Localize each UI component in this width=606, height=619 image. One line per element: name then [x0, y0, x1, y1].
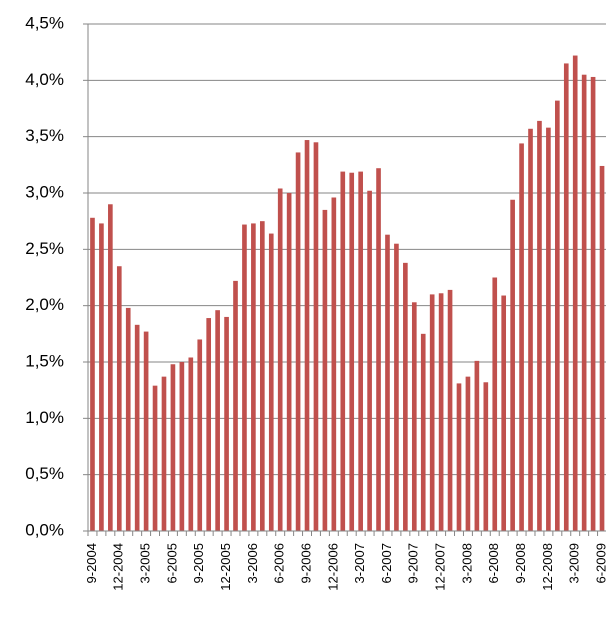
bar [161, 376, 167, 531]
x-tick-label: 6-2005 [164, 543, 179, 583]
x-tick-label: 6-2007 [379, 543, 394, 583]
bar [224, 316, 229, 531]
x-tick-label: 6-2008 [486, 543, 501, 583]
y-tick-label: 0,5% [25, 464, 64, 483]
bar [572, 55, 578, 532]
y-tick-label: 2,5% [25, 239, 64, 258]
x-tick-label: 3-2008 [459, 543, 474, 583]
bar [215, 310, 220, 531]
y-tick-label: 4,5% [25, 13, 64, 32]
bar [528, 128, 533, 531]
x-tick-label: 6-2009 [593, 543, 606, 583]
x-tick-label: 9-2004 [84, 543, 99, 583]
bar [555, 100, 560, 531]
y-tick-label: 1,5% [25, 351, 64, 370]
bar [492, 277, 498, 531]
bar [251, 223, 256, 532]
y-tick-label: 0,0% [25, 520, 64, 539]
bar [563, 63, 569, 531]
bar [331, 197, 337, 532]
bar [304, 140, 310, 531]
x-tick-label: 6-2006 [272, 543, 287, 583]
bar [590, 76, 596, 531]
x-tick-label: 3-2006 [245, 543, 260, 583]
bar [295, 152, 301, 531]
bar [429, 294, 435, 531]
x-tick-label: 12-2004 [111, 543, 126, 591]
x-tick-label: 9-2006 [298, 543, 313, 583]
bar [403, 262, 408, 531]
bar [501, 295, 507, 531]
bar [170, 364, 176, 531]
bar [197, 339, 203, 531]
bar [134, 324, 140, 531]
bar [438, 293, 444, 531]
y-tick-label: 4,0% [25, 70, 64, 89]
x-tick-label: 3-2007 [352, 543, 367, 583]
bar [143, 331, 149, 531]
bar [340, 171, 346, 532]
y-tick-label: 2,0% [25, 295, 64, 314]
bar [125, 307, 131, 531]
x-tick-label: 12-2007 [433, 543, 448, 591]
bar [447, 289, 453, 531]
bar [108, 204, 113, 531]
bar [116, 266, 122, 531]
bar [99, 223, 104, 532]
bar [394, 243, 399, 531]
bar [277, 188, 283, 531]
bar [349, 172, 355, 531]
bar [259, 221, 265, 531]
bar [367, 190, 372, 531]
bar [268, 233, 274, 531]
bar [313, 142, 319, 532]
bar [179, 362, 185, 531]
bar [510, 199, 515, 531]
x-tick-label: 3-2009 [567, 543, 582, 583]
bar [483, 382, 489, 531]
x-tick-label: 12-2006 [325, 543, 340, 591]
bar [233, 280, 238, 531]
bar [188, 357, 194, 531]
y-tick-label: 1,0% [25, 408, 64, 427]
x-tick-label: 9-2007 [406, 543, 421, 583]
bar [456, 383, 462, 531]
bar [465, 376, 471, 531]
x-tick-label: 12-2008 [540, 543, 555, 591]
y-tick-label: 3,0% [25, 182, 64, 201]
bar [420, 333, 426, 531]
bar [537, 120, 542, 531]
bar [90, 217, 95, 531]
x-tick-label: 12-2005 [218, 543, 233, 591]
y-tick-label: 3,5% [25, 126, 64, 145]
x-tick-label: 9-2005 [191, 543, 206, 583]
x-tick-label: 3-2005 [138, 543, 153, 583]
bar [242, 224, 247, 531]
bar [206, 318, 212, 531]
bar [322, 209, 328, 531]
bar [286, 193, 292, 531]
bar [376, 168, 381, 532]
bar [474, 360, 480, 531]
bar [581, 74, 587, 531]
bar [358, 171, 363, 532]
bar [546, 127, 551, 532]
bar [385, 234, 390, 532]
bar [411, 302, 417, 531]
bar [152, 385, 158, 531]
bar [519, 143, 524, 531]
x-tick-label: 9-2008 [513, 543, 528, 583]
bar [599, 165, 605, 531]
